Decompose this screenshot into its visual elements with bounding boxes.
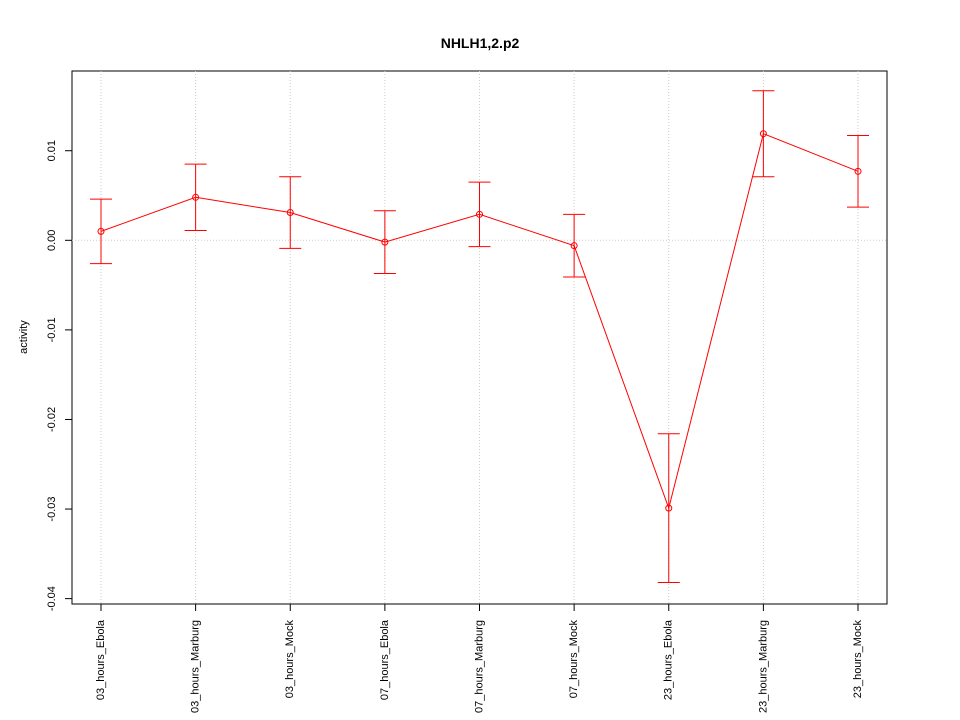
- data-point: [286, 209, 294, 217]
- x-tick-label: 03_hours_Mock: [284, 620, 296, 699]
- data-point: [854, 167, 862, 175]
- error-bar: [847, 134, 869, 208]
- x-tick-label: 03_hours_Marburg: [190, 620, 202, 713]
- x-tick-label: 23_hours_Ebola: [663, 619, 675, 700]
- error-bar: [657, 433, 680, 584]
- x-tick-label: 07_hours_Mock: [568, 620, 580, 699]
- y-axis-label: activity: [18, 320, 30, 354]
- data-point: [759, 130, 767, 138]
- error-bar: [468, 181, 491, 248]
- data-point: [476, 210, 483, 218]
- error-bar: [184, 163, 207, 231]
- data-point: [192, 193, 200, 201]
- x-tick-label: 23_hours_Marburg: [757, 620, 769, 713]
- y-tick-label: 0.01: [46, 140, 58, 161]
- x-tick-label: 07_hours_Marburg: [473, 620, 485, 713]
- y-tick-label: -0.03: [46, 497, 58, 522]
- error-bar: [752, 90, 775, 178]
- y-tick-label: -0.01: [46, 317, 58, 342]
- data-point: [665, 504, 673, 512]
- chart-title: NHLH1,2.p2: [441, 35, 520, 51]
- data-point: [97, 227, 105, 235]
- y-tick-label: -0.02: [46, 407, 58, 432]
- error-bar: [563, 213, 586, 278]
- y-tick-label: 0.00: [46, 230, 58, 251]
- error-bar: [279, 176, 302, 249]
- data-point: [381, 238, 389, 246]
- data-point: [570, 242, 578, 250]
- error-bar: [90, 198, 112, 265]
- y-tick-label: -0.04: [46, 586, 58, 611]
- x-tick-label: 07_hours_Ebola: [379, 619, 391, 700]
- x-tick-label: 23_hours_Mock: [852, 620, 864, 699]
- x-tick-label: 03_hours_Ebola: [95, 619, 107, 700]
- error-bar: [373, 210, 396, 274]
